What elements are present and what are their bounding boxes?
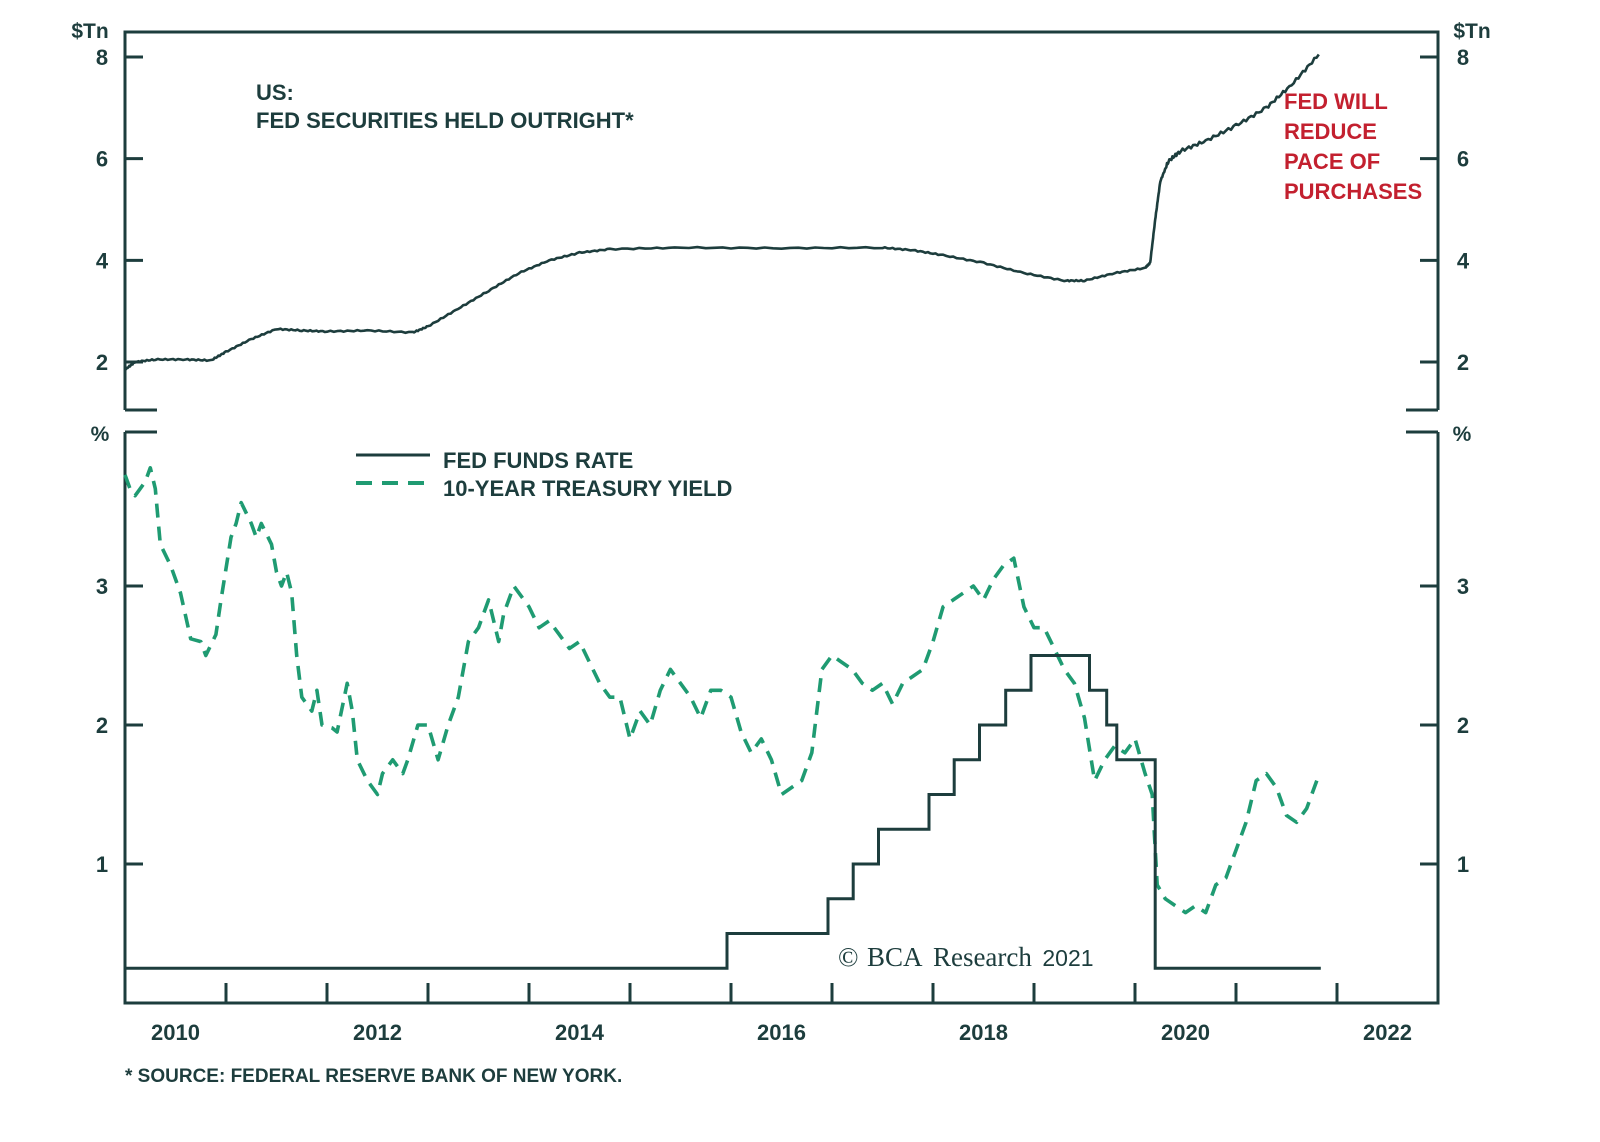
chart-title: US: (256, 80, 294, 105)
top-y-tick-label-right: 6 (1457, 147, 1469, 172)
copyright-word: Research (933, 942, 1032, 972)
bottom-y-tick-label-right: 3 (1457, 574, 1469, 599)
legend: FED FUNDS RATE 10-YEAR TREASURY YIELD (356, 448, 732, 501)
copyright-year: 2021 (1042, 945, 1093, 971)
top-panel-frame (125, 32, 1438, 410)
x-tick-label: 2010 (151, 1020, 200, 1045)
bottom-y-ticks: 1 1 2 2 3 3 (96, 574, 1469, 877)
x-tick-label: 2018 (959, 1020, 1008, 1045)
copyright: © BCA Research 2021 (838, 942, 1094, 972)
copyright-brand: BCA (867, 942, 923, 972)
series-line-10y-treasury (125, 468, 1317, 913)
annotation-line-2: REDUCE (1284, 119, 1377, 144)
bottom-left-unit-label: % (91, 423, 110, 446)
chart-canvas: $Tn $Tn 2 2 4 4 6 6 8 8 US: FED SECURITIES HELD… (0, 0, 1600, 1142)
source-note: * SOURCE: FEDERAL RESERVE BANK OF NEW YO… (125, 1066, 622, 1087)
top-y-tick-label-left: 8 (96, 45, 108, 70)
x-tick-label: 2020 (1161, 1020, 1210, 1045)
series-line-fed-securities (125, 55, 1319, 370)
top-y-tick-label-left: 6 (96, 147, 108, 172)
annotation-line-1: FED WILL (1284, 89, 1388, 114)
top-y-tick-label-left: 2 (96, 350, 108, 375)
bottom-y-tick-label-left: 1 (96, 852, 108, 877)
chart-subtitle: FED SECURITIES HELD OUTRIGHT* (256, 108, 634, 133)
bottom-y-tick-label-right: 2 (1457, 713, 1469, 738)
top-y-tick-label-right: 2 (1457, 350, 1469, 375)
annotation-line-3: PACE OF (1284, 149, 1380, 174)
top-y-tick-label-right: 8 (1457, 45, 1469, 70)
series-line-fed-funds (125, 656, 1321, 969)
top-y-tick-label-left: 4 (96, 248, 109, 273)
bottom-y-tick-label-left: 3 (96, 574, 108, 599)
bottom-y-tick-label-left: 2 (96, 713, 108, 738)
bottom-panel: % % 112233 2010201220142016201820202022 … (91, 423, 1472, 1045)
legend-label-treasury: 10-YEAR TREASURY YIELD (443, 476, 732, 501)
top-right-unit-label: $Tn (1453, 20, 1490, 43)
legend-label-fed-funds: FED FUNDS RATE (443, 448, 633, 473)
bottom-right-unit-label: % (1453, 423, 1472, 446)
copyright-symbol: © (838, 942, 859, 972)
annotation-line-4: PURCHASES (1284, 179, 1422, 204)
x-tick-label: 2016 (757, 1020, 806, 1045)
x-tick-label: 2012 (353, 1020, 402, 1045)
annotation-fed-will-reduce: FED WILL REDUCE PACE OF PURCHASES (1284, 89, 1422, 204)
top-panel: $Tn $Tn 2 2 4 4 6 6 8 8 US: FED SECURITIES HELD… (71, 20, 1490, 410)
top-y-ticks: 2 2 4 4 6 6 8 8 (96, 45, 1470, 375)
top-y-tick-label-right: 4 (1457, 248, 1470, 273)
x-tick-label: 2014 (555, 1020, 605, 1045)
x-tick-label: 2022 (1363, 1020, 1412, 1045)
x-axis-ticks: 2010 2012 2014 2016 2018 2020 2022 (151, 983, 1412, 1045)
copyright-text: © BCA Research 2021 (838, 942, 1094, 972)
top-left-unit-label: $Tn (71, 20, 108, 43)
bottom-y-tick-label-right: 1 (1457, 852, 1469, 877)
